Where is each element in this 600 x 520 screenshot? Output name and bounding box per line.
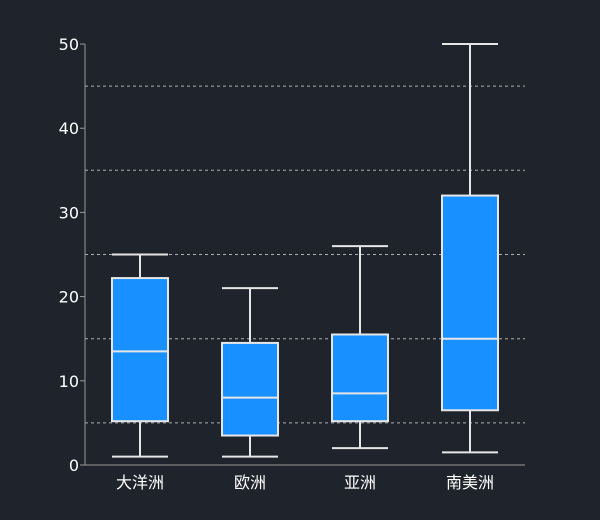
y-tick-label: 40 — [59, 119, 79, 138]
box-group[interactable] — [441, 43, 499, 454]
x-category-label: 欧洲 — [234, 473, 266, 492]
y-tick-label: 20 — [59, 288, 79, 307]
x-category-label: 亚洲 — [344, 473, 376, 492]
boxes — [111, 43, 499, 458]
y-axis-ticks: 0 10 20 30 40 50 — [59, 35, 85, 475]
axes — [84, 44, 525, 466]
box-iqr — [331, 333, 389, 423]
x-category-label: 南美洲 — [446, 473, 494, 492]
box-group[interactable] — [331, 245, 389, 450]
box-iqr — [441, 194, 499, 412]
y-tick-label: 0 — [69, 456, 79, 475]
y-tick-label: 10 — [59, 372, 79, 391]
y-tick-label: 30 — [59, 203, 79, 222]
y-tick-label: 50 — [59, 35, 79, 54]
box-group[interactable] — [111, 253, 169, 458]
box-group[interactable] — [221, 287, 279, 458]
x-category-label: 大洋洲 — [116, 473, 164, 492]
box-iqr — [111, 277, 169, 423]
box-iqr — [221, 341, 279, 437]
x-axis-labels: 大洋洲 欧洲 亚洲 南美洲 — [116, 473, 494, 492]
